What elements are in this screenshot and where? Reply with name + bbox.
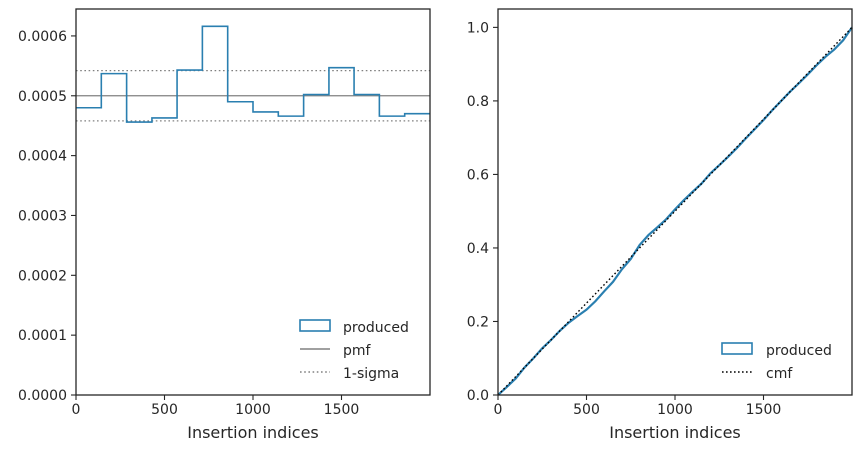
histogram-panel: 0 500 1000 1500 0.0000 0.0001 0.0002 0.0003 0.00… <box>18 8 431 442</box>
y-tick-label: 0.6 <box>467 167 489 183</box>
y-tick-label: 0.2 <box>467 314 489 330</box>
plot-frame <box>497 8 853 396</box>
y-tick-label: 0.0000 <box>18 388 67 404</box>
y-tick-label: 0.0006 <box>18 29 67 45</box>
x-tick-label: 1500 <box>324 402 360 418</box>
x-tick-label: 0 <box>494 402 503 418</box>
y-tick-label: 0.0004 <box>18 149 67 165</box>
x-axis-label: Insertion indices <box>187 423 319 442</box>
cmf-line <box>497 26 853 396</box>
y-tick-label: 0.0001 <box>18 328 67 344</box>
legend-label-sigma: 1-sigma <box>343 366 399 382</box>
y-tick-label: 0.0003 <box>18 208 67 224</box>
y-tick-label: 1.0 <box>467 20 489 36</box>
legend-label-pmf: pmf <box>343 343 372 359</box>
produced-step-series <box>76 25 430 123</box>
x-tick-label: 0 <box>72 402 81 418</box>
legend-label-produced: produced <box>343 320 409 336</box>
x-tick-label: 1000 <box>657 402 693 418</box>
y-tick-label: 0.0002 <box>18 268 67 284</box>
plot-frame <box>75 8 431 396</box>
legend-label-produced: produced <box>766 343 832 359</box>
x-tick-label: 500 <box>573 402 600 418</box>
cumulative-panel: 0 500 1000 1500 0.0 0.2 0.4 0.6 0.8 1.0 Insertion … <box>467 8 853 442</box>
y-tick-label: 0.8 <box>467 94 489 110</box>
legend-swatch-produced <box>721 342 753 355</box>
x-axis-label: Insertion indices <box>609 423 741 442</box>
y-tick-label: 0.0005 <box>18 89 67 105</box>
y-tick-label: 0.0 <box>467 388 489 404</box>
x-tick-label: 500 <box>151 402 178 418</box>
legend-label-cmf: cmf <box>766 366 793 382</box>
x-tick-label: 1000 <box>235 402 271 418</box>
legend-swatch-produced <box>299 319 331 332</box>
y-tick-label: 0.4 <box>467 241 489 257</box>
x-tick-label: 1500 <box>746 402 782 418</box>
